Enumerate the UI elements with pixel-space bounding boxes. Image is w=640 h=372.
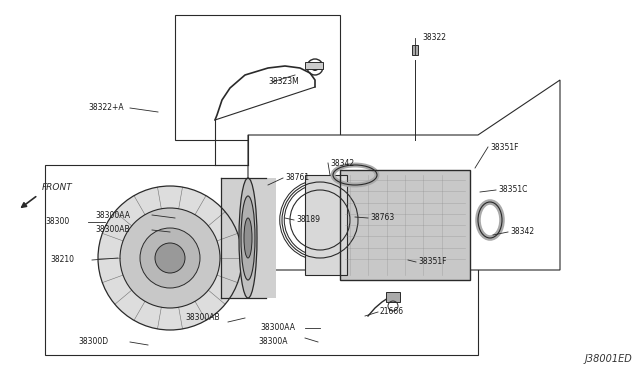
Text: 38300AA: 38300AA [260,324,295,333]
Bar [340,170,470,280]
Text: 38300: 38300 [45,218,69,227]
Text: 38210: 38210 [50,256,74,264]
Circle shape [120,208,220,308]
Ellipse shape [244,218,252,258]
Text: 38351F: 38351F [490,142,518,151]
Text: FRONT: FRONT [42,183,73,192]
Text: 38300D: 38300D [78,337,108,346]
Bar [45,165,478,355]
Text: 38342: 38342 [330,158,354,167]
Text: 38351F: 38351F [418,257,447,266]
Circle shape [311,63,319,71]
Circle shape [140,228,200,288]
Text: 38323M: 38323M [268,77,299,87]
Circle shape [98,186,242,330]
Text: 38322: 38322 [422,33,446,42]
Ellipse shape [241,196,255,280]
Bar [412,45,418,55]
Bar [175,15,340,140]
Text: 38189: 38189 [296,215,320,224]
Text: 21666: 21666 [380,308,404,317]
Text: 38300AB: 38300AB [95,225,130,234]
Text: 38322+A: 38322+A [88,103,124,112]
Text: 38300AB: 38300AB [185,314,220,323]
Text: 38300A: 38300A [258,337,287,346]
Circle shape [155,243,185,273]
Polygon shape [248,80,560,270]
Text: 38761: 38761 [285,173,309,183]
Ellipse shape [239,178,257,298]
Bar [340,170,470,280]
Bar [305,62,323,69]
Bar [305,175,347,275]
Text: 38351C: 38351C [498,186,527,195]
Bar [221,178,276,298]
Text: 38342: 38342 [510,228,534,237]
Text: 38300AA: 38300AA [95,211,130,219]
Bar [386,292,400,302]
Text: 38763: 38763 [370,214,394,222]
Text: J38001ED: J38001ED [584,354,632,364]
